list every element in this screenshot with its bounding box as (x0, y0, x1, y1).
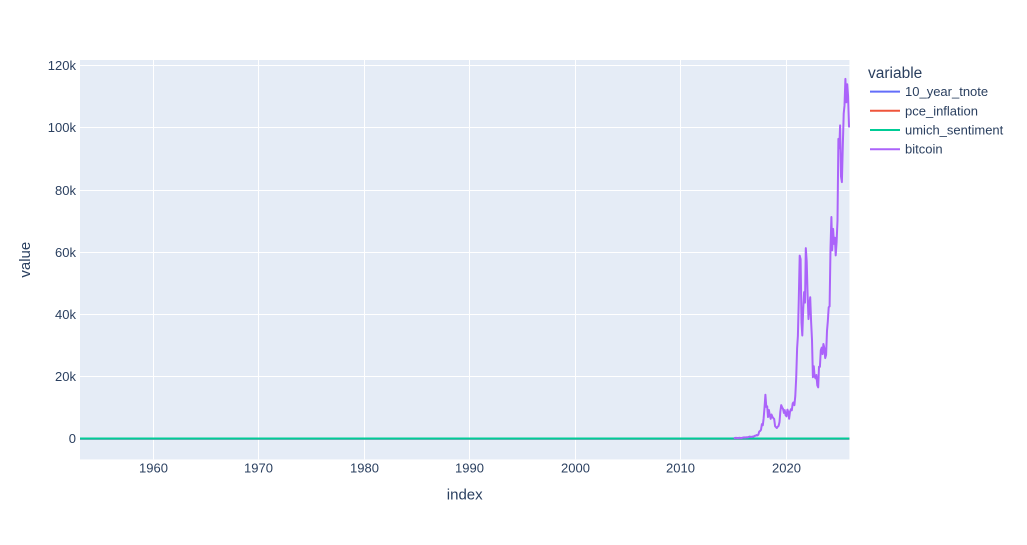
svg-text:20k: 20k (55, 369, 76, 384)
svg-text:1980: 1980 (350, 460, 379, 475)
svg-text:80k: 80k (55, 183, 76, 198)
svg-text:1990: 1990 (455, 460, 484, 475)
svg-text:60k: 60k (55, 245, 76, 260)
svg-text:100k: 100k (48, 120, 77, 135)
svg-text:2000: 2000 (561, 460, 590, 475)
svg-text:40k: 40k (55, 307, 76, 322)
svg-text:1960: 1960 (139, 460, 168, 475)
svg-text:2010: 2010 (666, 460, 695, 475)
svg-text:pce_inflation: pce_inflation (905, 103, 978, 118)
svg-text:0: 0 (69, 431, 76, 446)
svg-text:10_year_tnote: 10_year_tnote (905, 84, 988, 99)
svg-text:120k: 120k (48, 58, 77, 73)
svg-text:variable: variable (868, 65, 922, 82)
svg-text:2020: 2020 (772, 460, 801, 475)
svg-text:1970: 1970 (244, 460, 273, 475)
svg-text:umich_sentiment: umich_sentiment (905, 123, 1004, 138)
svg-text:value: value (17, 242, 34, 278)
svg-text:index: index (447, 487, 483, 504)
svg-text:bitcoin: bitcoin (905, 142, 943, 157)
